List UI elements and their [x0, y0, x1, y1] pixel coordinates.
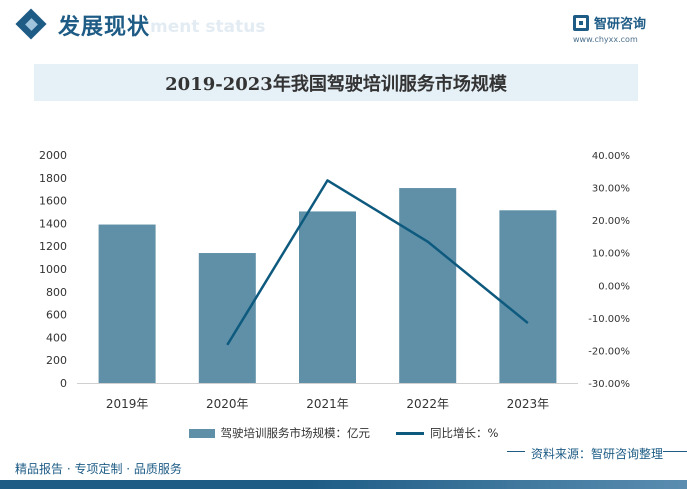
page-header: ment status 发展现状 智研咨询 www.chyxx.com — [0, 0, 687, 50]
chart-title: 2019-2023年我国驾驶培训服务市场规模 — [165, 73, 507, 95]
left-axis-tick-label: 800 — [46, 286, 67, 299]
brand-url: www.chyxx.com — [573, 35, 638, 44]
category-label: 2020年 — [206, 397, 249, 411]
left-axis-tick-label: 200 — [46, 354, 67, 367]
right-axis-tick-label: 10.00% — [592, 249, 630, 260]
left-axis-tick-label: 1200 — [39, 240, 67, 253]
line-series — [226, 179, 529, 346]
left-axis-tick-label: 1400 — [39, 217, 67, 230]
brand-name: 智研咨询 — [594, 17, 647, 32]
category-label: 2021年 — [306, 397, 349, 411]
legend-bar-swatch — [188, 428, 215, 438]
legend-item-bar: 驾驶培训服务市场规模：亿元 — [188, 425, 371, 441]
category-label: 2019年 — [106, 397, 149, 411]
left-axis-tick-label: 1600 — [39, 195, 67, 208]
bar — [499, 210, 557, 383]
left-axis-tick-label: 1800 — [39, 172, 67, 185]
right-axis-tick-label: -30.00% — [588, 379, 630, 390]
footer-tagline: 精品报告 · 专项定制 · 品质服务 — [15, 462, 182, 476]
left-axis-tick-label: 2000 — [39, 149, 67, 162]
legend-line-label: 同比增长：% — [430, 426, 499, 440]
bar — [98, 224, 156, 383]
right-axis-tick-label: -20.00% — [588, 346, 630, 357]
data-source: 资料来源：智研咨询整理 — [524, 445, 663, 462]
brand-logo-icon — [573, 15, 589, 31]
left-axis-tick-label: 400 — [46, 331, 67, 344]
bar — [299, 211, 356, 383]
header-ghost-text: ment status — [150, 17, 266, 37]
legend-item-line: 同比增长：% — [396, 425, 498, 441]
page-footer: 精品报告 · 专项定制 · 品质服务 — [0, 456, 687, 489]
header-title: 发展现状 — [58, 14, 151, 40]
bar-series — [77, 188, 578, 384]
bar — [399, 188, 457, 383]
legend-line-swatch — [396, 431, 425, 435]
left-axis-ticks: 0 200 400 600 800 1000 1200 1400 1600 1800 2000 — [39, 149, 67, 390]
chart-title-banner: 2019-2023年我国驾驶培训服务市场规模 — [34, 64, 638, 101]
right-axis-tick-label: 20.00% — [592, 216, 630, 227]
brand-logo: 智研咨询 www.chyxx.com — [573, 13, 683, 49]
category-label: 2022年 — [406, 397, 449, 411]
chart-legend: 驾驶培训服务市场规模：亿元 同比增长：% — [0, 423, 687, 443]
right-axis-tick-label: 40.00% — [592, 151, 630, 162]
category-labels: 2019年 2020年 2021年 2022年 2023年 — [106, 397, 549, 411]
category-label: 2023年 — [507, 397, 550, 411]
bar — [198, 253, 256, 383]
left-axis-tick-label: 1000 — [39, 263, 67, 276]
right-axis-tick-label: 0.00% — [598, 281, 630, 292]
right-axis-ticks: -30.00% -20.00% -10.00% 0.00% 10.00% 20.00% 30… — [588, 151, 630, 390]
growth-line — [226, 179, 529, 346]
legend-bar-label: 驾驶培训服务市场规模：亿元 — [220, 426, 371, 440]
left-axis-tick-label: 0 — [60, 377, 67, 390]
footer-bar — [0, 480, 687, 489]
left-axis-tick-label: 600 — [46, 309, 67, 322]
right-axis-tick-label: -10.00% — [588, 314, 630, 325]
right-axis-tick-label: 30.00% — [592, 184, 630, 195]
